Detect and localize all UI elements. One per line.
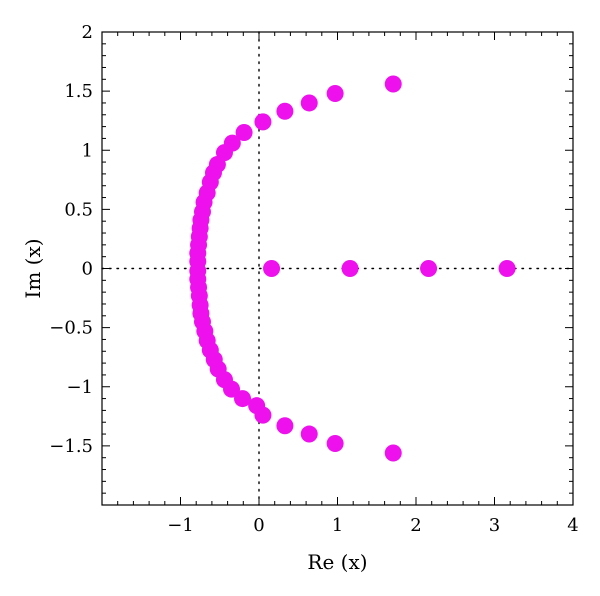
data-point (276, 417, 294, 435)
y-tick-label: −1.5 (49, 436, 93, 457)
data-points (189, 75, 516, 462)
data-point (276, 102, 294, 120)
tick-labels: −1 0 1 2 3 4 −1.5 −1 −0.5 0 0.5 1 1.5 2 (49, 22, 578, 536)
data-point (300, 425, 318, 443)
data-point (498, 260, 516, 277)
data-point (223, 380, 241, 398)
x-tick-label: 4 (567, 515, 578, 536)
data-point (341, 260, 359, 277)
data-point (263, 260, 281, 277)
axis-ticks (101, 31, 574, 506)
y-tick-label: −0.5 (49, 318, 93, 339)
data-point (254, 113, 272, 131)
data-point (326, 435, 344, 453)
data-point (300, 94, 318, 112)
data-point (384, 75, 402, 93)
x-tick-label: 3 (489, 515, 500, 536)
x-tick-label: 2 (410, 515, 421, 536)
data-point (254, 406, 272, 424)
x-tick-label: 0 (253, 515, 264, 536)
data-point (384, 444, 402, 462)
x-tick-label: 1 (332, 515, 343, 536)
data-point (420, 260, 438, 277)
y-tick-label: −1 (66, 377, 93, 398)
x-tick-label: −1 (167, 515, 194, 536)
y-tick-label: 0 (82, 259, 93, 280)
data-point (234, 390, 252, 408)
y-tick-label: 1.5 (64, 81, 93, 102)
data-point (235, 124, 253, 142)
x-axis-title: Re (x) (307, 550, 367, 574)
y-tick-label: 0.5 (64, 199, 93, 220)
data-point (326, 84, 344, 102)
y-tick-label: 2 (82, 22, 93, 43)
y-tick-label: 1 (82, 140, 93, 161)
y-axis-title: Im (x) (21, 238, 45, 298)
